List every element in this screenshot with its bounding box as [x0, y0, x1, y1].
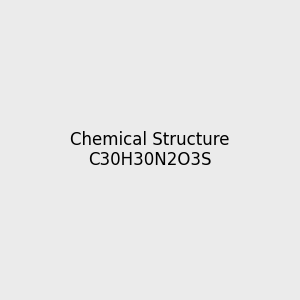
- Text: Chemical Structure
C30H30N2O3S: Chemical Structure C30H30N2O3S: [70, 130, 230, 170]
